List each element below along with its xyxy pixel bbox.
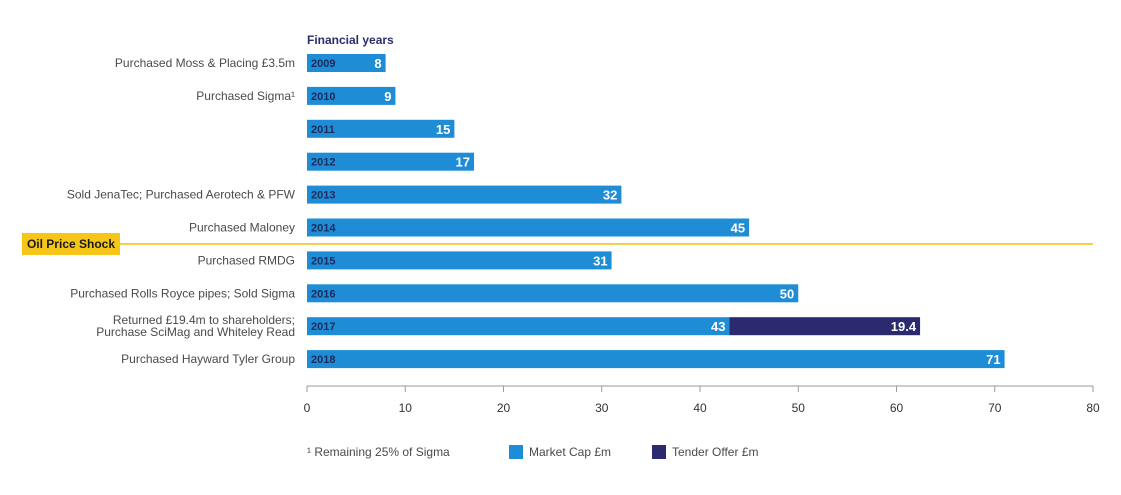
bar-value-label: 19.4 bbox=[891, 319, 917, 334]
bar-segment bbox=[307, 218, 750, 237]
year-label: 2014 bbox=[311, 223, 336, 235]
event-label: Purchased Hayward Tyler Group bbox=[121, 352, 295, 366]
year-label: 2015 bbox=[311, 255, 335, 267]
bar-segment bbox=[729, 317, 921, 336]
bar-value-label: 32 bbox=[603, 188, 617, 203]
footnote: ¹ Remaining 25% of Sigma bbox=[307, 445, 450, 459]
year-label: 2011 bbox=[311, 124, 335, 136]
bar-value-label: 9 bbox=[384, 89, 391, 104]
oil-price-shock-badge bbox=[22, 232, 120, 255]
bar-segment bbox=[307, 350, 1005, 369]
x-tick-label: 20 bbox=[497, 401, 511, 415]
year-label: 2010 bbox=[311, 91, 335, 103]
event-label: Returned £19.4m to shareholders; bbox=[113, 313, 295, 327]
bar-segment bbox=[307, 54, 386, 72]
year-label: 2009 bbox=[311, 58, 335, 70]
year-label: 2017 bbox=[311, 321, 335, 333]
bar-value-label: 15 bbox=[436, 122, 450, 137]
bar-value-label: 43 bbox=[711, 319, 725, 334]
year-label: 2016 bbox=[311, 288, 335, 300]
chart-header: Financial years bbox=[307, 33, 394, 47]
x-tick-label: 0 bbox=[304, 401, 311, 415]
bar-value-label: 31 bbox=[593, 253, 607, 268]
legend-label: Market Cap £m bbox=[529, 445, 611, 459]
legend-swatch bbox=[652, 445, 666, 459]
year-label: 2013 bbox=[311, 190, 335, 202]
event-label: Purchased Moss & Placing £3.5m bbox=[115, 56, 295, 70]
event-label: Purchase SciMag and Whiteley Read bbox=[96, 325, 295, 339]
bar-value-label: 8 bbox=[374, 56, 381, 71]
x-tick-label: 80 bbox=[1086, 401, 1100, 415]
x-tick-label: 10 bbox=[399, 401, 413, 415]
bar-segment bbox=[307, 251, 612, 270]
oil-price-shock-label: Oil Price Shock bbox=[27, 237, 115, 251]
bar-segment bbox=[307, 86, 396, 105]
event-label: Sold JenaTec; Purchased Aerotech & PFW bbox=[67, 188, 296, 202]
bar-segment bbox=[307, 152, 475, 171]
bar-segment bbox=[307, 284, 799, 303]
legend-swatch bbox=[509, 445, 523, 459]
bar-segment bbox=[307, 317, 730, 336]
x-tick-label: 30 bbox=[595, 401, 609, 415]
event-label: Purchased Rolls Royce pipes; Sold Sigma bbox=[70, 286, 295, 300]
x-tick-label: 50 bbox=[792, 401, 806, 415]
event-label: Purchased Maloney bbox=[189, 221, 295, 235]
event-label: Purchased Sigma¹ bbox=[196, 89, 295, 103]
bar-value-label: 71 bbox=[986, 352, 1000, 367]
bar-value-label: 50 bbox=[780, 286, 794, 301]
year-label: 2018 bbox=[311, 354, 335, 366]
x-tick-label: 40 bbox=[693, 401, 707, 415]
legend-label: Tender Offer £m bbox=[672, 445, 758, 459]
bar-segment bbox=[307, 185, 622, 204]
year-label: 2012 bbox=[311, 157, 335, 169]
bar-segment bbox=[307, 119, 455, 138]
bar-value-label: 17 bbox=[456, 155, 470, 170]
x-tick-label: 70 bbox=[988, 401, 1002, 415]
event-label: Purchased RMDG bbox=[198, 253, 295, 267]
x-tick-label: 60 bbox=[890, 401, 904, 415]
bar-value-label: 45 bbox=[731, 221, 745, 236]
